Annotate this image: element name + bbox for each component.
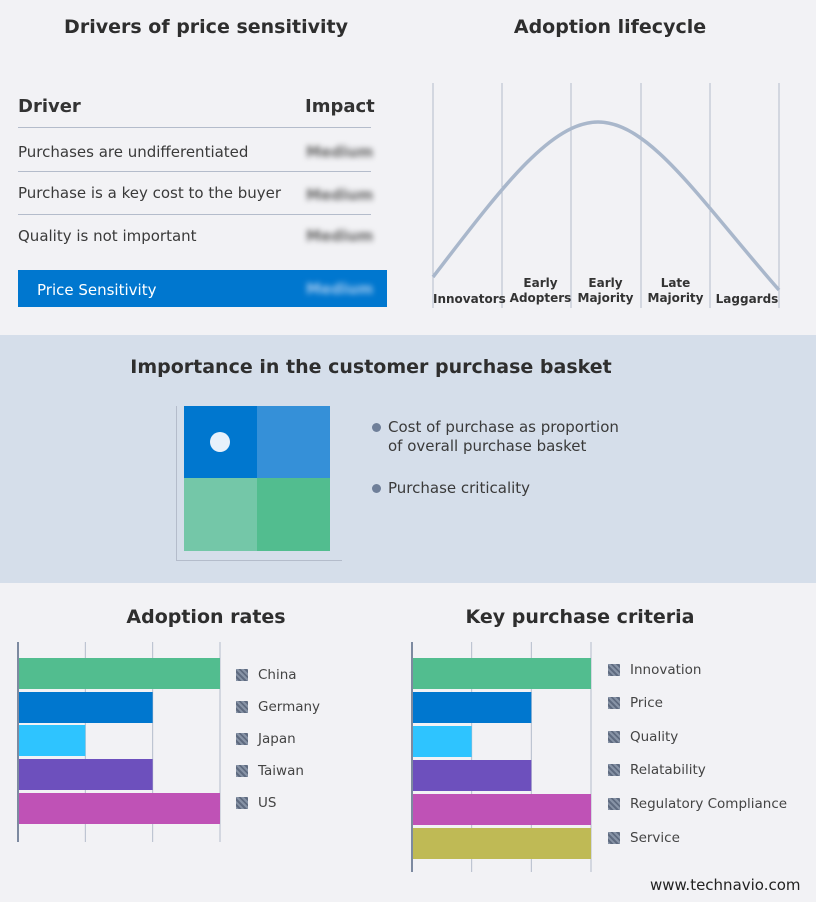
legend-swatch-icon [608,664,620,676]
price-sensitivity-impact: Medium [306,280,374,298]
bar-price [412,692,532,723]
legend-label: Taiwan [258,763,304,779]
legend-item: Service [608,830,680,846]
quadrant [257,478,330,551]
impact-value: Medium [306,186,374,204]
legend-label: Japan [258,731,296,747]
lifecycle-chart [431,83,781,308]
legend-item: China [236,667,297,683]
quadrant [257,406,330,478]
legend-item: Taiwan [236,763,304,779]
bar-china [18,658,220,689]
footer-url: www.technavio.com [650,876,801,894]
legend-item: Quality [608,729,678,745]
legend-swatch-icon [608,731,620,743]
price-sensitivity-bar [18,270,387,307]
legend-item: Innovation [608,662,701,678]
legend-item: US [236,795,276,811]
legend-swatch-icon [608,832,620,844]
bar-innovation [412,658,591,689]
legend-swatch-icon [608,798,620,810]
kpc-title: Key purchase criteria [465,606,695,628]
legend-label: Price [630,695,663,711]
legend-label: Service [630,830,680,846]
legend-label: US [258,795,277,811]
basket-legend-item: Purchase criticality [388,479,531,497]
legend-label: Germany [258,699,321,715]
legend-swatch-icon [236,669,248,681]
drivers-title: Drivers of price sensitivity [64,16,348,38]
impact-value: Medium [306,143,374,161]
driver-row: Purchases are undifferentiated [18,143,249,161]
stage-laggards: Laggards [715,292,779,306]
legend-label: China [258,667,297,683]
legend-label: Quality [630,729,679,745]
driver-header: Driver [18,96,81,117]
lifecycle-curve [431,120,781,292]
legend-swatch-icon [236,701,248,713]
driver-row: Quality is not important [18,227,197,245]
bar-service [412,828,591,859]
bar-quality [412,726,472,757]
legend-item: Price [608,695,663,711]
adoption-rates-title: Adoption rates [126,606,286,628]
lifecycle-title: Adoption lifecycle [513,16,707,38]
impact-header: Impact [305,96,375,117]
legend-item: Germany [236,699,320,715]
bar-japan [18,725,86,756]
stage-early-majority: Early Majority [577,276,634,305]
legend-swatch-icon [236,797,248,809]
stage-late-majority: Late Majority [647,276,704,305]
legend-item: Regulatory Compliance [608,796,787,812]
driver-row: Purchase is a key cost to the buyer [18,184,282,202]
basket-section [0,335,816,583]
bar-regulatory-compliance [412,794,591,825]
price-sensitivity-label: Price Sensitivity [37,281,157,299]
legend-label: Relatability [630,762,706,778]
basket-legend-item: Cost of purchase as proportion of overal… [388,418,619,455]
stage-early-adopters: Early Adopters [509,276,572,305]
legend-label: Innovation [630,662,702,678]
legend-item: Relatability [608,762,706,778]
legend-label: Regulatory Compliance [630,796,788,812]
impact-value: Medium [306,227,374,245]
legend-swatch-icon [236,765,248,777]
legend-swatch-icon [236,733,248,745]
legend-swatch-icon [608,764,620,776]
bar-us [18,793,220,824]
bar-germany [18,692,153,723]
position-marker [210,432,230,452]
bar-relatability [412,760,532,791]
stage-innovators: Innovators [433,292,506,306]
bar-taiwan [18,759,153,790]
legend-swatch-icon [608,697,620,709]
quadrant [184,478,257,551]
basket-title: Importance in the customer purchase bask… [130,356,612,378]
legend-item: Japan [236,731,296,747]
